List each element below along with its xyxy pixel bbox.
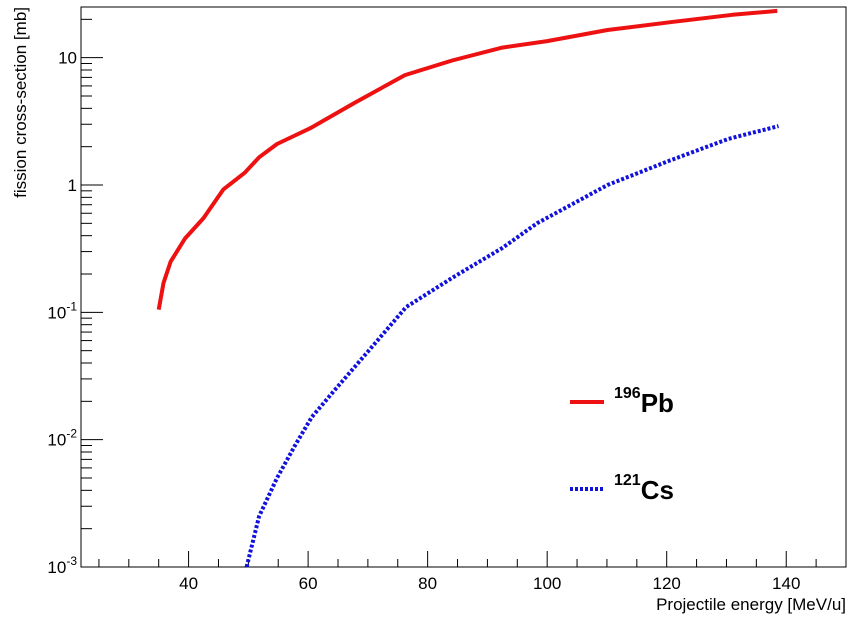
x-axis-ticks: 40 60 80 100 120 140 xyxy=(98,551,817,593)
x-tick-label: 140 xyxy=(772,574,800,593)
legend: 196Pb 121Cs xyxy=(570,385,674,505)
y-tick-label: 10 xyxy=(58,49,77,68)
plot-frame xyxy=(80,6,847,568)
x-tick-label: 40 xyxy=(179,574,198,593)
y-tick-label: 10-3 xyxy=(47,554,77,577)
y-axis-ticks: 10 1 10-1 10-2 10-3 xyxy=(47,18,103,577)
series-line-cs xyxy=(244,124,779,568)
series-layer xyxy=(156,8,779,568)
x-tick-label: 100 xyxy=(533,574,561,593)
x-axis-title: Projectile energy [MeV/u] xyxy=(656,595,846,614)
y-tick-label: 1 xyxy=(68,176,77,195)
y-axis-title: fission cross-section [mb] xyxy=(11,7,30,198)
series-line-pb xyxy=(156,8,778,310)
x-tick-label: 120 xyxy=(653,574,681,593)
legend-label-cs: 121Cs xyxy=(614,472,674,505)
legend-label-pb: 196Pb xyxy=(614,385,674,418)
y-tick-label: 10-2 xyxy=(47,427,77,450)
x-tick-label: 80 xyxy=(418,574,437,593)
x-tick-label: 60 xyxy=(299,574,318,593)
y-tick-label: 10-1 xyxy=(47,299,77,322)
